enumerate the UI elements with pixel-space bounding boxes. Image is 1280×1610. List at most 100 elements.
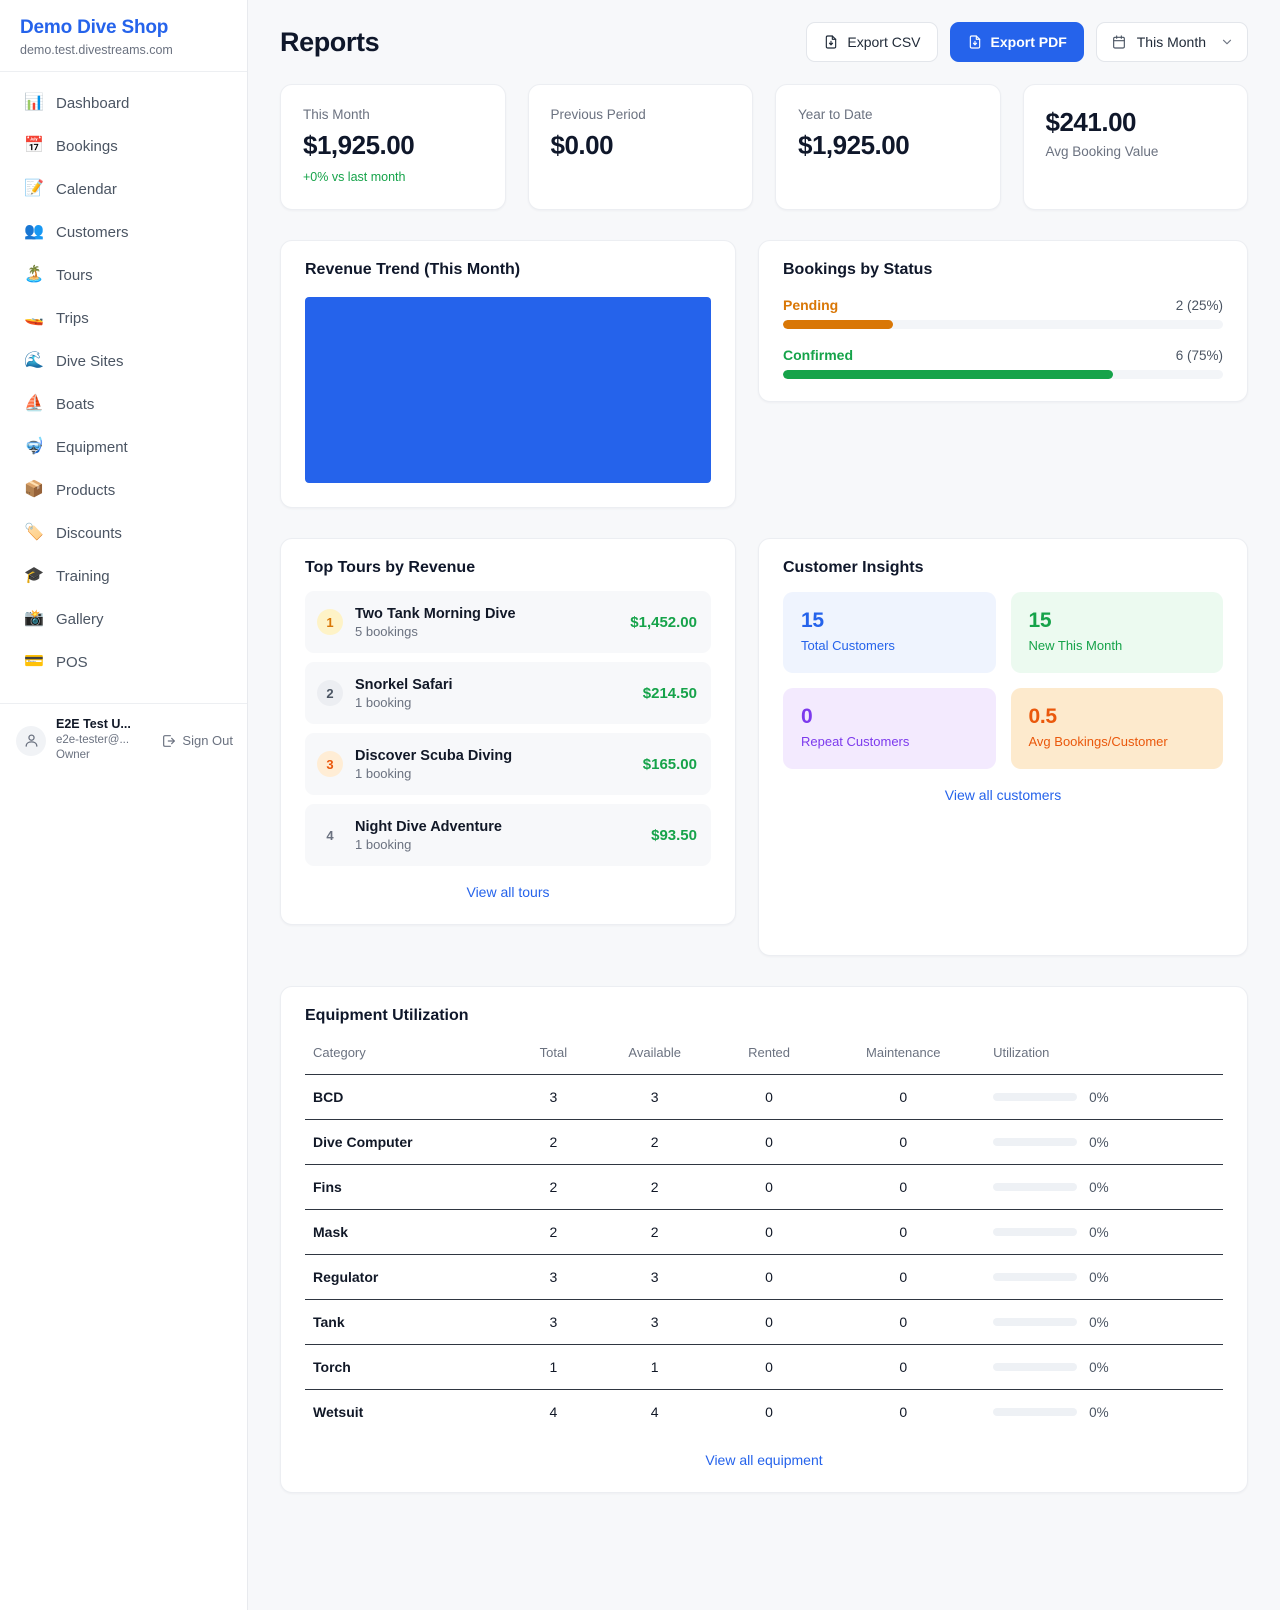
stat-value: $0.00	[550, 130, 614, 160]
sidebar-item-training[interactable]: 🎓 Training	[0, 555, 247, 598]
sidebar-item-label: Dashboard	[56, 94, 130, 112]
tour-bookings: 1 booking	[355, 765, 412, 781]
sidebar-item-dive-sites[interactable]: 🌊 Dive Sites	[0, 340, 247, 383]
stat-value: $1,925.00	[798, 130, 910, 160]
status-bar-track	[783, 320, 1223, 329]
view-all-customers-link[interactable]: View all customers	[944, 787, 1062, 803]
user-email: e2e-tester@...	[56, 733, 130, 746]
utilization-percent: 0%	[1089, 1089, 1109, 1105]
date-range-select[interactable]: This Month	[1095, 22, 1248, 62]
sailboat-icon: ⛵	[24, 395, 44, 413]
tours-insights-row: Top Tours by Revenue 1 Two Tank Morning D…	[280, 538, 1248, 956]
tour-name: Discover Scuba Diving	[355, 747, 513, 764]
utilization-bar-track	[993, 1363, 1078, 1371]
charts-row: Revenue Trend (This Month) Bookings by S…	[280, 240, 1248, 508]
calendar-pencil-icon: 📝	[24, 180, 44, 198]
insight-value: 15	[801, 609, 824, 632]
equipment-total: 2	[514, 1164, 593, 1210]
equipment-available: 1	[592, 1344, 717, 1390]
status-name: Confirmed	[783, 347, 853, 363]
page-header: Reports Export CSV Export PDF	[280, 22, 1248, 62]
file-download-icon	[826, 35, 837, 49]
equipment-category: Regulator	[305, 1254, 515, 1300]
equipment-table-body: BCD 3 3 0 0 0% Dive Computer 2 2 0 0 0% Fins 2 2 0 0 0% Ma…	[305, 1074, 1223, 1435]
avatar	[16, 725, 46, 756]
package-icon: 📦	[24, 481, 44, 499]
view-all-equipment-link[interactable]: View all equipment	[705, 1452, 823, 1468]
table-row: Mask 2 2 0 0 0%	[305, 1209, 1223, 1255]
sidebar-item-equipment[interactable]: 🤿 Equipment	[0, 426, 247, 469]
sidebar-item-pos[interactable]: 💳 POS	[0, 641, 247, 684]
brand-title: Demo Dive Shop	[20, 17, 169, 38]
tour-rank-badge: 4	[326, 827, 334, 843]
tour-row[interactable]: 1 Two Tank Morning Dive 5 bookings $1,452.0…	[305, 591, 711, 653]
tour-amount: $93.50	[651, 826, 697, 844]
sidebar-item-discounts[interactable]: 🏷️ Discounts	[0, 512, 247, 555]
utilization-percent: 0%	[1089, 1134, 1109, 1150]
user-name: E2E Test U...	[56, 717, 131, 732]
equipment-total: 3	[514, 1254, 593, 1300]
tour-row[interactable]: 2 Snorkel Safari 1 booking $214.50	[305, 662, 711, 724]
equipment-utilization-card: Equipment Utilization Category Total Avail…	[280, 986, 1248, 1493]
user-icon	[25, 734, 37, 747]
stat-card-this-month: This Month $1,925.00 +0% vs last month	[280, 84, 506, 210]
revenue-trend-chart	[305, 297, 711, 483]
sidebar-item-tours[interactable]: 🏝️ Tours	[0, 254, 247, 297]
equipment-header-row: Category Total Available Rented Maintenance U…	[305, 1039, 1223, 1075]
equipment-rented: 0	[716, 1254, 822, 1300]
sidebar-item-boats[interactable]: ⛵ Boats	[0, 383, 247, 426]
sidebar-item-customers[interactable]: 👥 Customers	[0, 211, 247, 254]
stat-label: Avg Booking Value	[1045, 144, 1159, 159]
status-row-pending: Pending 2 (25%)	[783, 297, 1223, 329]
page-title: Reports	[280, 26, 380, 57]
equipment-category: Fins	[305, 1164, 515, 1210]
tour-row[interactable]: 3 Discover Scuba Diving 1 booking $165.00	[305, 733, 711, 795]
equipment-rented: 0	[716, 1209, 822, 1255]
equipment-rented: 0	[716, 1344, 822, 1390]
utilization-bar-track	[993, 1273, 1078, 1281]
tour-name: Night Dive Adventure	[355, 818, 502, 835]
sign-out-label: Sign Out	[182, 733, 233, 748]
insight-label: Repeat Customers	[801, 734, 910, 749]
equipment-maintenance: 0	[821, 1254, 986, 1300]
revenue-trend-card: Revenue Trend (This Month)	[280, 240, 736, 508]
sidebar-item-label: Products	[56, 481, 116, 499]
sidebar-item-label: Calendar	[56, 180, 117, 198]
brand-block[interactable]: Demo Dive Shop demo.test.divestreams.com	[0, 0, 247, 72]
view-all-tours-link[interactable]: View all tours	[466, 884, 550, 900]
sidebar-item-bookings[interactable]: 📅 Bookings	[0, 125, 247, 168]
tour-rank-badge: 1	[317, 609, 343, 635]
stat-card-avg-booking-value: $241.00 Avg Booking Value	[1022, 84, 1248, 210]
export-csv-button[interactable]: Export CSV	[806, 22, 938, 62]
sidebar-item-gallery[interactable]: 📸 Gallery	[0, 598, 247, 641]
equipment-maintenance: 0	[821, 1344, 986, 1390]
equipment-available: 4	[650, 1404, 659, 1420]
utilization-percent: 0%	[1089, 1359, 1109, 1375]
sidebar-nav: 📊 Dashboard 📅 Bookings 📝 Calendar 👥 Customers 🏝️…	[0, 72, 247, 690]
bookings-by-status-title: Bookings by Status	[783, 261, 933, 278]
graduation-cap-icon: 🎓	[24, 567, 44, 585]
status-rows: Pending 2 (25%) Confirmed 6 (75%)	[783, 297, 1223, 379]
customer-insights-card: Customer Insights 15 Total Customers 15 New…	[758, 538, 1248, 956]
sidebar-item-products[interactable]: 📦 Products	[0, 469, 247, 512]
equipment-utilization: 0%	[985, 1390, 1223, 1435]
status-count: 6 (75%)	[1175, 348, 1223, 363]
equipment-available: 2	[592, 1119, 717, 1165]
tour-row[interactable]: 4 Night Dive Adventure 1 booking $93.50	[305, 804, 711, 866]
equipment-utilization: 0%	[985, 1344, 1223, 1390]
stat-value: $1,925.00	[303, 130, 415, 160]
equipment-utilization: 0%	[985, 1254, 1223, 1300]
tour-bookings: 1 booking	[355, 694, 412, 710]
utilization-bar-track	[993, 1408, 1078, 1416]
sidebar-item-trips[interactable]: 🚤 Trips	[0, 297, 247, 340]
stat-card-previous-period: Previous Period $0.00	[527, 84, 753, 210]
equipment-category: Mask	[305, 1209, 515, 1255]
sign-out-button[interactable]: Sign Out	[161, 733, 233, 749]
header-actions: Export CSV Export PDF This Month	[806, 22, 1248, 62]
equipment-category: Dive Computer	[305, 1119, 515, 1165]
tour-meta: Night Dive Adventure 1 booking	[355, 819, 639, 852]
export-pdf-button[interactable]: Export PDF	[949, 22, 1084, 62]
sidebar-item-dashboard[interactable]: 📊 Dashboard	[0, 82, 247, 125]
sidebar-item-calendar[interactable]: 📝 Calendar	[0, 168, 247, 211]
utilization-percent: 0%	[1089, 1314, 1109, 1330]
